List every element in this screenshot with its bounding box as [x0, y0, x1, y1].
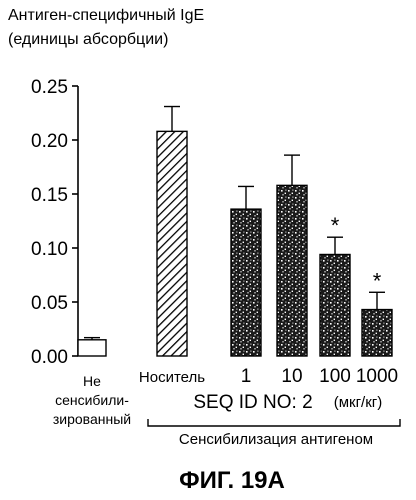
y-axis-title-line-1: Антиген-специфичный IgE [8, 7, 204, 24]
category-label: 100 [319, 366, 351, 387]
plot-area: 0.00 0.05 0.10 0.15 0.20 0.25 * * Не сенсибили-зи… [31, 77, 400, 448]
dose-unit-label: (мкг/кг) [334, 394, 383, 411]
category-label: 1 [241, 366, 252, 387]
sensitization-label: Сенсибилизация антигеном [179, 431, 373, 448]
sensitization-bracket [148, 419, 400, 426]
y-tick-label: 0.20 [31, 131, 68, 152]
figure-label: ФИГ. 19А [179, 467, 285, 494]
bar [157, 131, 187, 356]
bar [362, 310, 392, 356]
category-label: Носитель [139, 369, 205, 386]
category-label: Не [83, 373, 101, 389]
y-tick-label: 0.00 [31, 347, 68, 368]
bar [320, 254, 350, 356]
bar [277, 185, 307, 356]
category-label: 1000 [356, 366, 398, 387]
y-tick-label: 0.15 [31, 185, 68, 206]
y-tick-label: 0.05 [31, 293, 68, 314]
y-axis-title-line-2: (единицы абсорбции) [8, 31, 168, 48]
dose-group-label: SEQ ID NO: 2 [193, 392, 312, 413]
category-label: зированный [53, 411, 131, 427]
significance-marker: * [373, 268, 382, 293]
category-label: сенсибили- [55, 392, 129, 408]
significance-marker: * [331, 213, 340, 238]
y-tick-label: 0.25 [31, 77, 68, 98]
bar [231, 209, 261, 356]
bar [78, 340, 106, 356]
y-tick-label: 0.10 [31, 239, 68, 260]
category-label: 10 [281, 366, 302, 387]
